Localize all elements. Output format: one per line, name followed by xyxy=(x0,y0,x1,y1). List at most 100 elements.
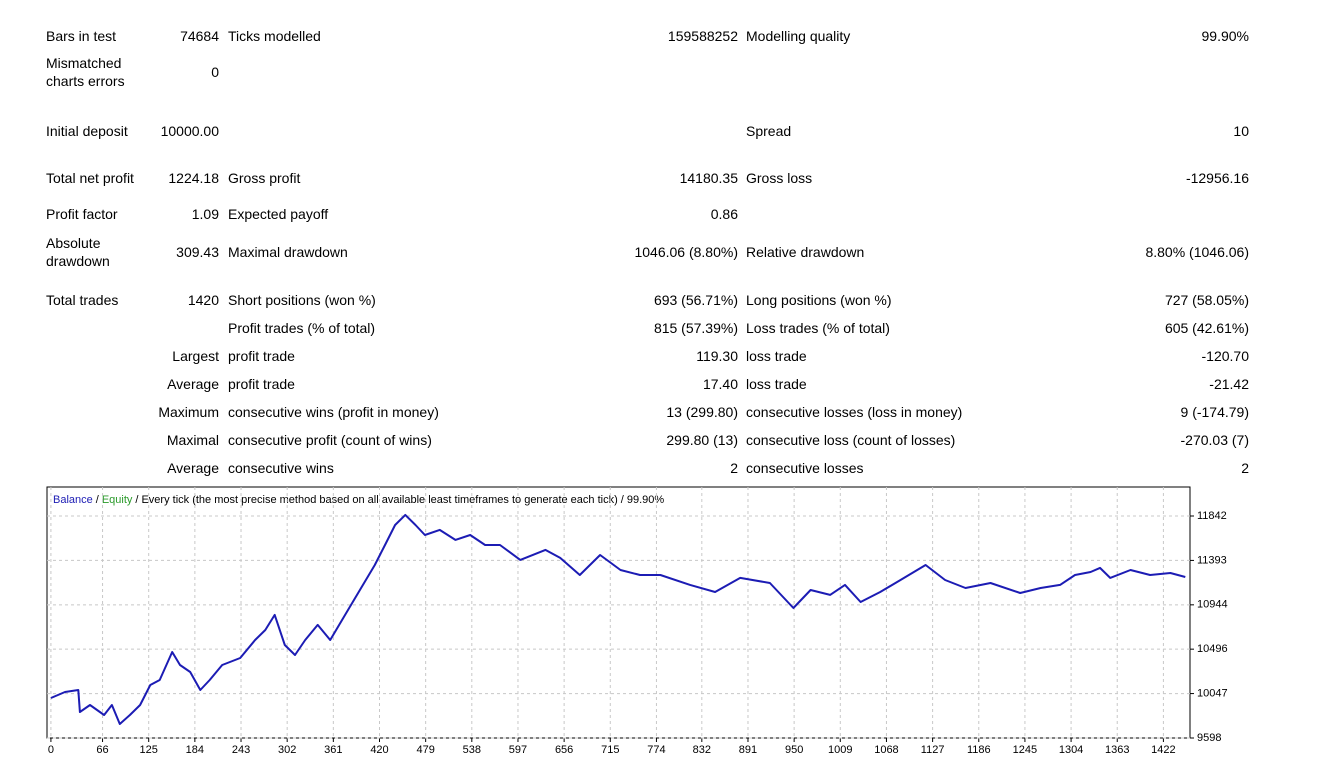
row-label: Total trades xyxy=(46,292,119,308)
legend-separator: / xyxy=(135,494,139,506)
row-value: 299.80 (13) xyxy=(666,432,738,448)
row-label: loss trade xyxy=(746,348,807,364)
row-value: -270.03 (7) xyxy=(1180,432,1249,448)
row-value: 1.09 xyxy=(191,206,219,222)
x-tick-label: 1068 xyxy=(874,744,898,756)
row-value: 1420 xyxy=(187,292,219,308)
row-value: 9 (-174.79) xyxy=(1180,404,1249,420)
y-tick-label: 10047 xyxy=(1197,687,1228,699)
row-label: Bars in test xyxy=(46,28,117,44)
row-value: 8.80% (1046.06) xyxy=(1145,244,1249,260)
row-value: -21.42 xyxy=(1209,376,1249,392)
row-value: 14180.35 xyxy=(679,170,738,186)
legend-equity: Equity xyxy=(102,494,133,506)
row-value: 17.40 xyxy=(702,376,738,392)
row-label: Maximal drawdown xyxy=(228,244,348,260)
row-label: Mismatched charts errors xyxy=(46,55,125,89)
row-label: Profit factor xyxy=(46,206,118,222)
row-value: -12956.16 xyxy=(1185,170,1249,186)
x-tick-label: 1304 xyxy=(1059,744,1083,756)
row-value: 0.86 xyxy=(710,206,738,222)
legend-balance: Balance xyxy=(53,494,93,506)
x-tick-label: 538 xyxy=(463,744,481,756)
row-label: Profit trades (% of total) xyxy=(228,320,376,336)
row-value: 2 xyxy=(730,460,738,476)
row-value: Largest xyxy=(172,348,219,364)
x-tick-label: 774 xyxy=(647,744,665,756)
row-value: -120.70 xyxy=(1201,348,1249,364)
x-tick-label: 597 xyxy=(509,744,527,756)
y-tick-label: 11393 xyxy=(1197,554,1227,566)
x-tick-label: 1245 xyxy=(1013,744,1037,756)
x-tick-label: 302 xyxy=(278,744,296,756)
chart-frame xyxy=(46,486,1191,739)
x-tick-label: 1009 xyxy=(828,744,852,756)
row-label: Expected payoff xyxy=(228,206,329,222)
row-label: profit trade xyxy=(228,348,295,364)
x-tick-label: 832 xyxy=(693,744,711,756)
y-tick-label: 11842 xyxy=(1197,510,1227,522)
row-value: 2 xyxy=(1241,460,1249,476)
row-label: loss trade xyxy=(746,376,807,392)
x-tick-label: 479 xyxy=(416,744,434,756)
row-label: Gross profit xyxy=(228,170,301,186)
row-value: 10000.00 xyxy=(160,123,219,139)
row-label: Modelling quality xyxy=(746,28,851,44)
balance-line xyxy=(50,513,1186,725)
row-value: 10 xyxy=(1233,123,1249,139)
row-label: consecutive wins (profit in money) xyxy=(228,404,439,420)
row-value: 13 (299.80) xyxy=(666,404,738,420)
legend-quality: 99.90% xyxy=(627,494,665,506)
row-value: 815 (57.39%) xyxy=(653,320,738,336)
x-tick-label: 0 xyxy=(48,744,54,756)
chart-legend: Balance / Equity / Every tick (the most prec… xyxy=(53,494,664,506)
x-tick-label: 125 xyxy=(140,744,158,756)
x-tick-label: 1422 xyxy=(1151,744,1175,756)
row-value: Maximal xyxy=(166,432,219,448)
x-tick-label: 243 xyxy=(232,744,250,756)
x-tick-label: 1186 xyxy=(967,744,991,756)
legend-separator: / xyxy=(96,494,100,506)
x-tick-label: 715 xyxy=(601,744,619,756)
x-tick-label: 950 xyxy=(785,744,803,756)
x-tick-label: 891 xyxy=(739,744,757,756)
row-label: Spread xyxy=(746,123,792,139)
row-label: Total net profit xyxy=(46,170,134,186)
row-label: Loss trades (% of total) xyxy=(746,320,890,336)
row-value: 693 (56.71%) xyxy=(653,292,738,308)
x-tick-label: 184 xyxy=(186,744,204,756)
y-tick-label: 10496 xyxy=(1197,643,1228,655)
x-tick-label: 1127 xyxy=(921,744,945,756)
row-value: Maximum xyxy=(158,404,219,420)
row-label: consecutive wins xyxy=(228,460,334,476)
row-value: 1224.18 xyxy=(168,170,219,186)
row-label: Short positions (won %) xyxy=(228,292,376,308)
y-tick-label: 10944 xyxy=(1197,599,1228,611)
row-value: 159588252 xyxy=(667,28,738,44)
row-label: consecutive losses xyxy=(746,460,864,476)
row-value: 0 xyxy=(211,64,219,80)
row-value: 74684 xyxy=(180,28,219,44)
x-tick-label: 420 xyxy=(370,744,388,756)
row-label: Long positions (won %) xyxy=(746,292,892,308)
legend-separator: / xyxy=(621,494,625,506)
row-value: 727 (58.05%) xyxy=(1164,292,1249,308)
y-tick-label: 9598 xyxy=(1197,732,1221,744)
row-label: consecutive profit (count of wins) xyxy=(228,432,432,448)
row-label: consecutive loss (count of losses) xyxy=(746,432,956,448)
x-tick-label: 361 xyxy=(324,744,342,756)
row-value: 1046.06 (8.80%) xyxy=(634,244,738,260)
row-label: Ticks modelled xyxy=(228,28,321,44)
row-label: Absolute drawdown xyxy=(46,235,110,269)
row-value: Average xyxy=(167,376,219,392)
x-tick-label: 1363 xyxy=(1105,744,1129,756)
x-tick-label: 656 xyxy=(555,744,573,756)
row-label: Initial deposit xyxy=(46,123,128,139)
row-label: consecutive losses (loss in money) xyxy=(746,404,963,420)
row-label: Relative drawdown xyxy=(746,244,865,260)
x-tick-label: 66 xyxy=(96,744,108,756)
row-value: 99.90% xyxy=(1201,28,1249,44)
row-value: 605 (42.61%) xyxy=(1164,320,1249,336)
